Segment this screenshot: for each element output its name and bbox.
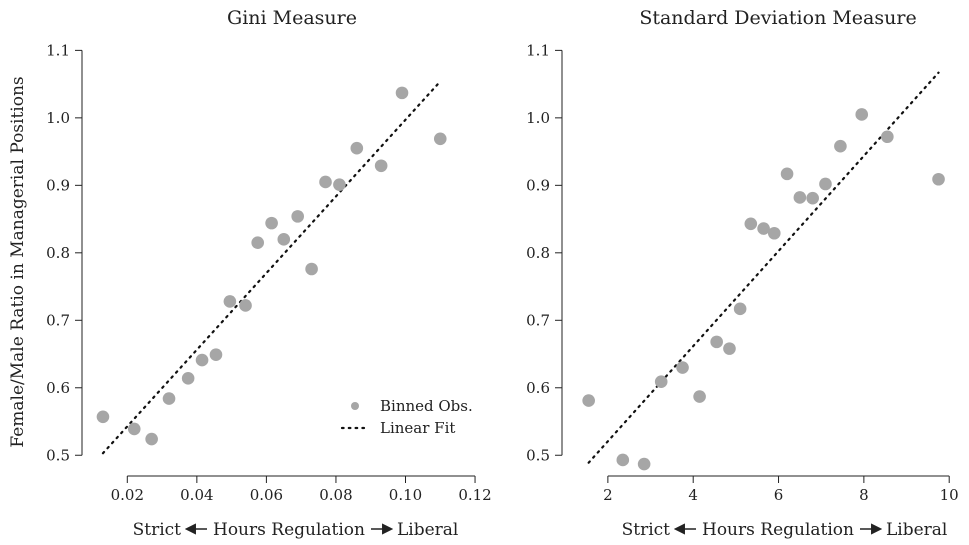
binned-point xyxy=(582,394,595,407)
binned-point xyxy=(710,335,723,349)
legend-point-marker xyxy=(351,402,359,410)
y-tick-label: 0.8 xyxy=(46,244,70,262)
x-axis-label-liberal: Liberal xyxy=(397,520,458,540)
y-tick-label: 1.1 xyxy=(46,41,70,59)
binned-point xyxy=(733,302,747,316)
x-tick-label: 4 xyxy=(688,486,698,504)
binned-point xyxy=(251,236,265,249)
legend-label-binned: Binned Obs. xyxy=(380,397,473,415)
x-axis-label-middle: Hours Regulation xyxy=(702,520,854,540)
y-tick-label: 0.8 xyxy=(526,244,550,262)
binned-point xyxy=(162,392,176,405)
x-tick-label: 0.02 xyxy=(111,486,144,504)
binned-point xyxy=(319,175,332,189)
binned-point xyxy=(819,177,832,191)
chart-title: Standard Deviation Measure xyxy=(639,7,916,29)
binned-point xyxy=(780,167,794,181)
x-tick-label: 0.08 xyxy=(319,486,352,504)
y-tick-label: 0.9 xyxy=(526,176,550,194)
binned-point xyxy=(127,422,141,436)
x-tick-label: 10 xyxy=(940,486,959,504)
x-axis-label-strict: Strict xyxy=(133,520,182,540)
x-tick-label: 0.06 xyxy=(250,486,283,504)
binned-point xyxy=(145,432,158,446)
binned-point xyxy=(277,233,291,246)
y-tick-label: 0.6 xyxy=(46,379,70,397)
binned-point xyxy=(305,262,318,276)
binned-point xyxy=(932,172,945,186)
binned-point xyxy=(291,210,304,223)
y-tick-label: 0.7 xyxy=(46,311,70,329)
binned-point xyxy=(757,222,770,235)
y-tick-label: 0.5 xyxy=(526,446,550,464)
linear-fit-line xyxy=(101,80,442,455)
x-tick-label: 0.12 xyxy=(458,486,491,504)
x-axis-label-strict: Strict xyxy=(622,520,671,540)
shared-y-axis-label: Female/Male Ratio in Managerial Position… xyxy=(8,76,28,447)
binned-point xyxy=(181,372,195,385)
binned-point xyxy=(654,375,668,388)
x-tick-label: 8 xyxy=(859,486,869,504)
binned-point xyxy=(195,353,209,367)
binned-point xyxy=(793,191,807,204)
y-tick-label: 1.0 xyxy=(526,109,550,127)
y-tick-label: 1.1 xyxy=(526,41,550,59)
binned-point xyxy=(433,132,447,146)
binned-point xyxy=(676,361,689,374)
binned-point xyxy=(767,226,781,240)
y-tick-label: 0.6 xyxy=(526,379,550,397)
binned-point xyxy=(881,130,894,144)
gini-panel: Gini Measure 0.5 0.6 0.7 0.8 0.9 1.0 1.1 0.02 0.0… xyxy=(46,7,492,540)
y-tick-label: 0.5 xyxy=(46,446,70,464)
std-dev-panel: Standard Deviation Measure 0.5 0.6 0.7 0.8 0.… xyxy=(526,7,959,540)
binned-point xyxy=(744,217,758,231)
x-axis-label-liberal: Liberal xyxy=(886,520,947,540)
x-tick-label: 0.04 xyxy=(180,486,213,504)
x-tick-label: 6 xyxy=(774,486,784,504)
binned-point xyxy=(616,453,630,467)
x-tick-label: 2 xyxy=(603,486,613,504)
y-tick-label: 0.9 xyxy=(46,176,70,194)
x-axis-label-middle: Hours Regulation xyxy=(213,520,365,540)
binned-point xyxy=(96,410,110,424)
binned-point xyxy=(806,191,819,205)
binned-point xyxy=(395,86,409,100)
binned-point xyxy=(350,141,364,155)
binned-point xyxy=(265,216,278,230)
chart-title: Gini Measure xyxy=(227,7,357,29)
binned-point xyxy=(855,108,869,121)
binned-point xyxy=(209,348,223,362)
binned-point xyxy=(723,342,736,355)
binned-point xyxy=(693,390,706,403)
binned-point xyxy=(374,159,388,173)
legend-label-fit: Linear Fit xyxy=(380,419,455,437)
binned-point xyxy=(239,299,252,312)
linear-fit-line xyxy=(587,71,940,464)
x-tick-label: 0.10 xyxy=(389,486,422,504)
binned-point xyxy=(333,178,346,191)
y-tick-label: 0.7 xyxy=(526,311,550,329)
y-tick-label: 1.0 xyxy=(46,109,70,127)
binned-point xyxy=(223,295,237,308)
binned-point xyxy=(834,139,847,153)
binned-point xyxy=(637,457,651,471)
